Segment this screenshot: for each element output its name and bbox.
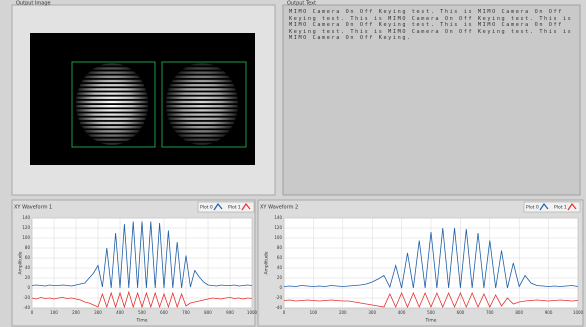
y-tick-label: 100 [274,235,282,240]
y-tick-label: 80 [277,245,283,250]
x-tick-label: 1000 [247,310,258,315]
y-tick-label: 20 [25,275,31,280]
y-axis-label: Amplitude [18,251,24,274]
x-tick-label: 800 [515,310,523,315]
image-label: Output Image [16,1,51,7]
x-axis-label: Time [135,318,147,324]
x-axis-label: Time [424,318,436,324]
legend-label: Plot 1 [228,205,241,211]
graph-title: XY Waveform 1 [14,205,52,211]
legend-label: Plot 0 [526,205,539,211]
y-tick-label: 60 [277,255,283,260]
y-tick-label: 120 [274,225,282,230]
x-tick-label: 100 [50,310,58,315]
x-tick-label: 600 [457,310,465,315]
y-tick-label: 60 [25,255,31,260]
x-tick-label: 0 [283,310,286,315]
y-tick-label: 40 [25,265,31,270]
x-tick-label: 900 [545,310,553,315]
y-tick-label: -40 [275,305,282,310]
y-tick-label: 100 [22,235,30,240]
y-tick-label: -40 [23,305,30,310]
x-tick-label: 100 [310,310,318,315]
x-tick-label: 700 [182,310,190,315]
x-tick-label: 0 [31,310,34,315]
x-tick-label: 500 [427,310,435,315]
x-tick-label: 700 [486,310,494,315]
x-tick-label: 600 [160,310,168,315]
x-tick-label: 400 [116,310,124,315]
x-tick-label: 1000 [573,310,584,315]
y-tick-label: 40 [277,265,283,270]
y-tick-label: 80 [25,245,31,250]
y-tick-label: 140 [274,215,282,220]
x-tick-label: 200 [339,310,347,315]
y-tick-label: 120 [22,225,30,230]
x-tick-label: 800 [204,310,212,315]
y-tick-label: 140 [22,215,30,220]
y-tick-label: -20 [275,295,282,300]
y-tick-label: 20 [277,275,283,280]
legend-label: Plot 0 [200,205,213,211]
app-window: Output Image Output Text XY Waveform 1 -4… [0,0,586,327]
y-tick-label: -20 [23,295,30,300]
x-tick-label: 200 [72,310,80,315]
text-label: Output Text [287,1,316,7]
x-tick-label: 500 [138,310,146,315]
graph-title: XY Waveform 2 [260,205,298,211]
x-tick-label: 900 [226,310,234,315]
y-axis-label: Amplitude [264,251,270,274]
output-text: MIMO Camera On Off Keying test. This is … [289,9,573,189]
x-tick-label: 300 [368,310,376,315]
x-tick-label: 400 [398,310,406,315]
x-tick-label: 300 [94,310,102,315]
legend-label: Plot 1 [554,205,567,211]
